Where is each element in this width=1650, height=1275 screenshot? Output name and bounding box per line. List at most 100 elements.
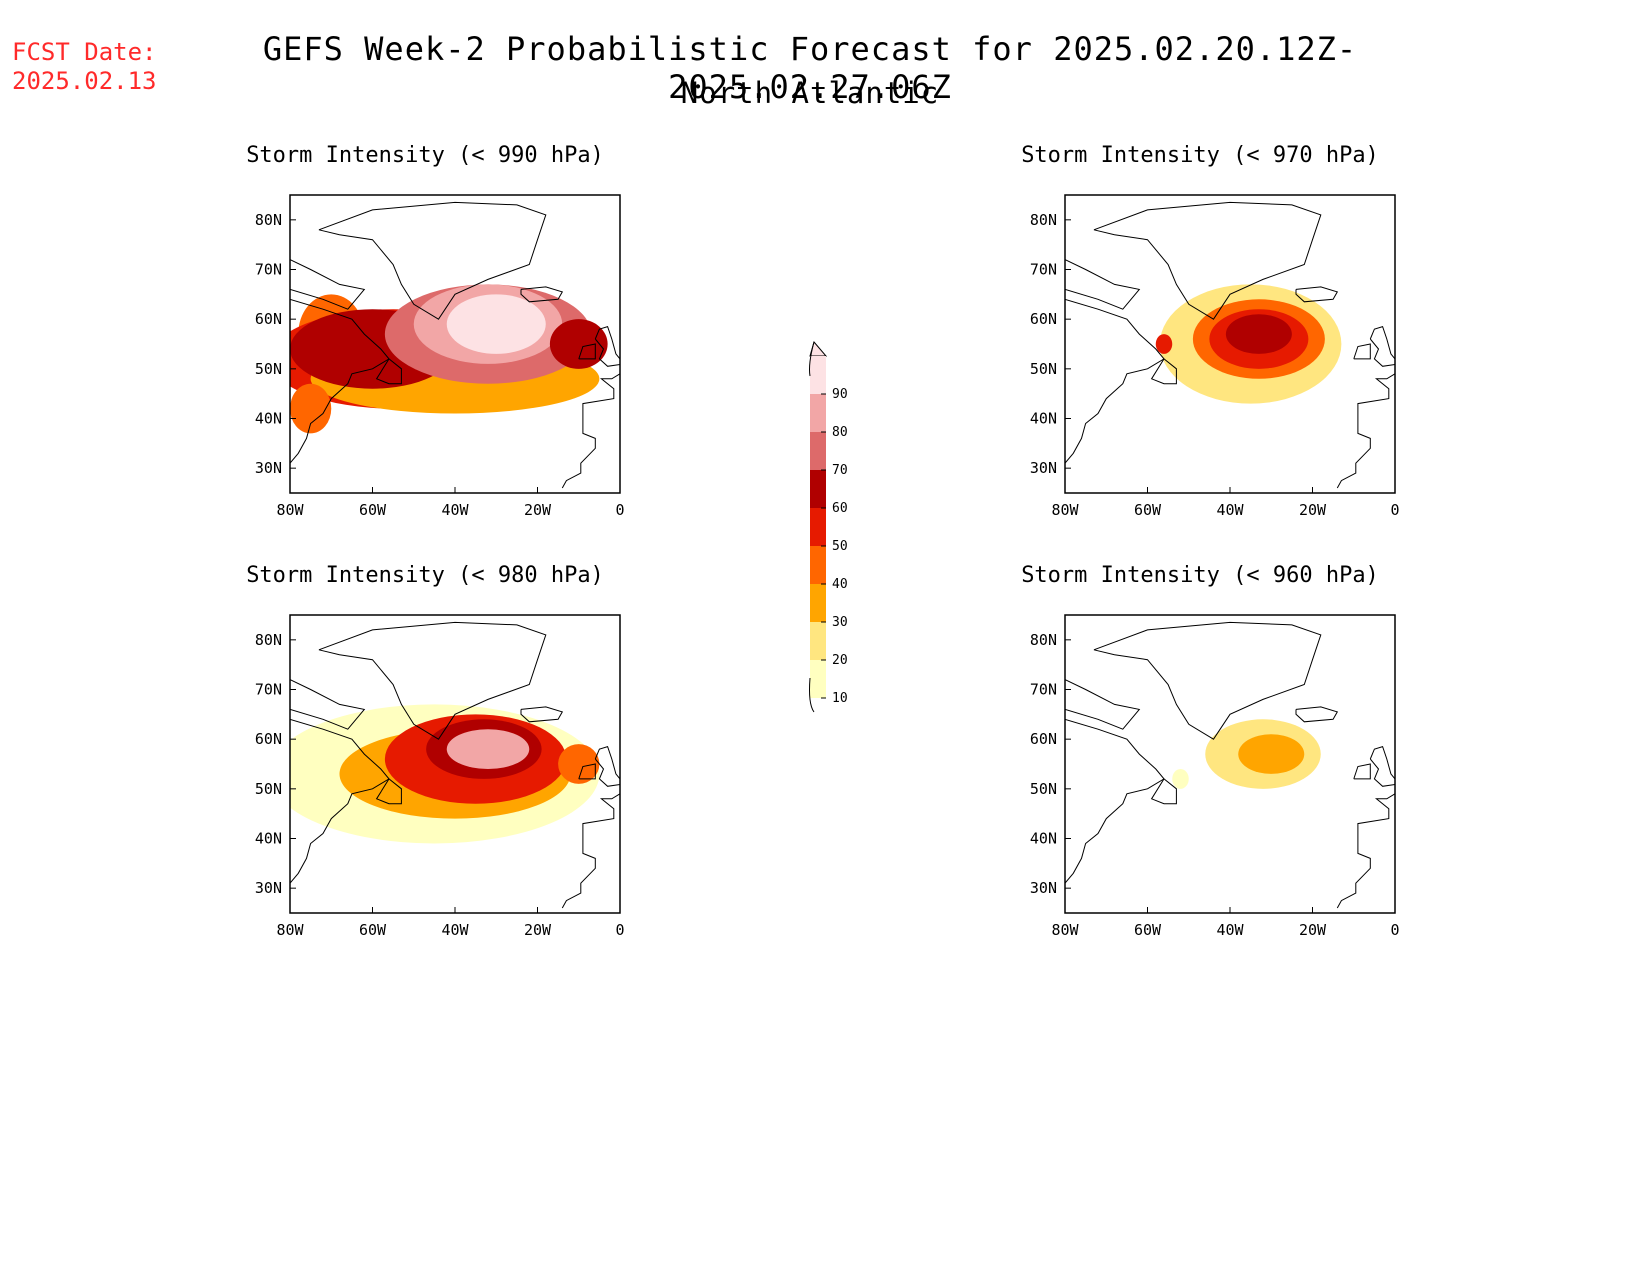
colorbar-level-label: 90 — [832, 387, 848, 402]
coastline — [1295, 286, 1339, 303]
lat-tick-label: 50N — [255, 360, 282, 378]
lat-tick-label: 40N — [1030, 410, 1057, 428]
probability-field — [1065, 201, 1395, 489]
coastline — [594, 745, 620, 787]
probability-region — [1155, 334, 1173, 354]
lon-tick-label: 20W — [524, 501, 552, 519]
lat-tick-label: 70N — [255, 261, 282, 279]
lat-tick-label: 50N — [1030, 780, 1057, 798]
coastline — [1353, 763, 1371, 780]
colorbar-level-label: 20 — [832, 653, 848, 668]
lon-tick-label: 0 — [615, 921, 624, 939]
map-980: 80W 60W 40W 20W 0 80N 70N 60N 50N 40N 30N — [255, 614, 625, 939]
lat-tick-label: 30N — [255, 459, 282, 477]
coastline — [1336, 373, 1395, 489]
fcst-label: FCST Date: — [12, 38, 157, 66]
lat-tick-label: 50N — [255, 780, 282, 798]
lon-tick-label: 40W — [1216, 501, 1244, 519]
coastline — [1353, 343, 1371, 360]
coastline — [520, 706, 564, 723]
lon-tick-label: 20W — [524, 921, 552, 939]
probability-region — [290, 383, 332, 434]
colorbar-swatch — [810, 508, 826, 546]
colorbar-level-label: 40 — [832, 577, 848, 592]
lat-tick-label: 60N — [1030, 310, 1057, 328]
lon-tick-label: 80W — [276, 921, 304, 939]
colorbar-swatch — [810, 660, 826, 698]
lat-tick-label: 80N — [1030, 211, 1057, 229]
lon-tick-label: 0 — [1390, 921, 1399, 939]
lat-tick-label: 50N — [1030, 360, 1057, 378]
colorbar-bottom-arrow — [810, 698, 826, 712]
lat-tick-label: 70N — [1030, 261, 1057, 279]
coastline — [375, 778, 402, 805]
probability-region — [1172, 768, 1189, 789]
coastline — [1093, 621, 1322, 740]
forecast-date-label: FCST Date: 2025.02.13 — [12, 38, 157, 96]
probability-region — [1225, 314, 1292, 354]
lat-tick-label: 40N — [255, 410, 282, 428]
colorbar-level-label: 50 — [832, 539, 848, 554]
colorbar-level-label: 80 — [832, 425, 848, 440]
colorbar-swatch — [810, 546, 826, 584]
panel-title: Storm Intensity (< 990 hPa) — [246, 143, 604, 168]
page-subtitle: North Atlantic — [680, 76, 940, 110]
lon-tick-label: 80W — [1051, 921, 1079, 939]
lat-tick-label: 70N — [255, 681, 282, 699]
coastline — [1150, 778, 1177, 805]
lon-tick-label: 60W — [359, 921, 387, 939]
page-title: GEFS Week-2 Probabilistic Forecast for 2… — [262, 30, 1358, 106]
coastline — [290, 718, 390, 884]
lat-tick-label: 80N — [1030, 631, 1057, 649]
panel-title: Storm Intensity (< 960 hPa) — [1021, 563, 1379, 588]
probability-region — [446, 294, 546, 354]
probability-field — [290, 201, 620, 489]
map-panel-970: Storm Intensity (< 970 hPa) 80W 60W 40W 20W… — [990, 143, 1410, 523]
map-panel-980: Storm Intensity (< 980 hPa) 80W 60W 40W 20W… — [215, 563, 635, 943]
lon-tick-label: 20W — [1299, 921, 1327, 939]
lon-tick-label: 0 — [1390, 501, 1399, 519]
coastline — [520, 286, 564, 303]
coastline — [1369, 325, 1395, 367]
lon-tick-label: 0 — [615, 501, 624, 519]
map-panel-960: Storm Intensity (< 960 hPa) 80W 60W 40W 20W… — [990, 563, 1410, 943]
coastline — [1093, 201, 1322, 320]
coastline — [290, 298, 390, 464]
coastline — [318, 201, 547, 320]
lon-tick-label: 20W — [1299, 501, 1327, 519]
map-990: 80W 60W 40W 20W 0 80N 70N 60N 50N 40N 30N — [255, 194, 625, 519]
coastline — [1065, 298, 1165, 464]
lon-tick-label: 40W — [1216, 921, 1244, 939]
coastline — [290, 679, 366, 730]
probability-region — [558, 744, 600, 784]
lon-tick-label: 60W — [359, 501, 387, 519]
coastline — [1369, 745, 1395, 787]
colorbar-swatch — [810, 394, 826, 432]
coastline — [578, 343, 596, 360]
panel-title: Storm Intensity (< 970 hPa) — [1021, 143, 1379, 168]
lat-tick-label: 80N — [255, 211, 282, 229]
map-panel-990: Storm Intensity (< 990 hPa) 80W 60W 40W 20W… — [215, 143, 635, 523]
coastline — [561, 793, 620, 909]
fcst-date: 2025.02.13 — [12, 67, 157, 95]
probability-field — [290, 621, 620, 909]
colorbar-swatch — [810, 584, 826, 622]
colorbar-level-label: 60 — [832, 501, 848, 516]
colorbar-level-label: 70 — [832, 463, 848, 478]
probability-field — [1065, 621, 1395, 909]
colorbar: 10 20 30 40 50 60 70 80 90 — [809, 340, 848, 713]
colorbar-swatch — [810, 470, 826, 508]
lat-tick-label: 40N — [1030, 830, 1057, 848]
lon-tick-label: 80W — [276, 501, 304, 519]
colorbar-swatch — [810, 622, 826, 660]
colorbar-level-label: 30 — [832, 615, 848, 630]
map-960: 80W 60W 40W 20W 0 80N 70N 60N 50N 40N 30N — [1030, 614, 1400, 939]
lon-tick-label: 40W — [441, 501, 469, 519]
lon-tick-label: 60W — [1134, 921, 1162, 939]
coastline — [1295, 706, 1339, 723]
colorbar-level-label: 10 — [832, 691, 848, 706]
coastline — [1065, 718, 1165, 884]
coastline — [1336, 793, 1395, 909]
probability-region — [549, 319, 608, 369]
coastline — [1150, 358, 1177, 385]
